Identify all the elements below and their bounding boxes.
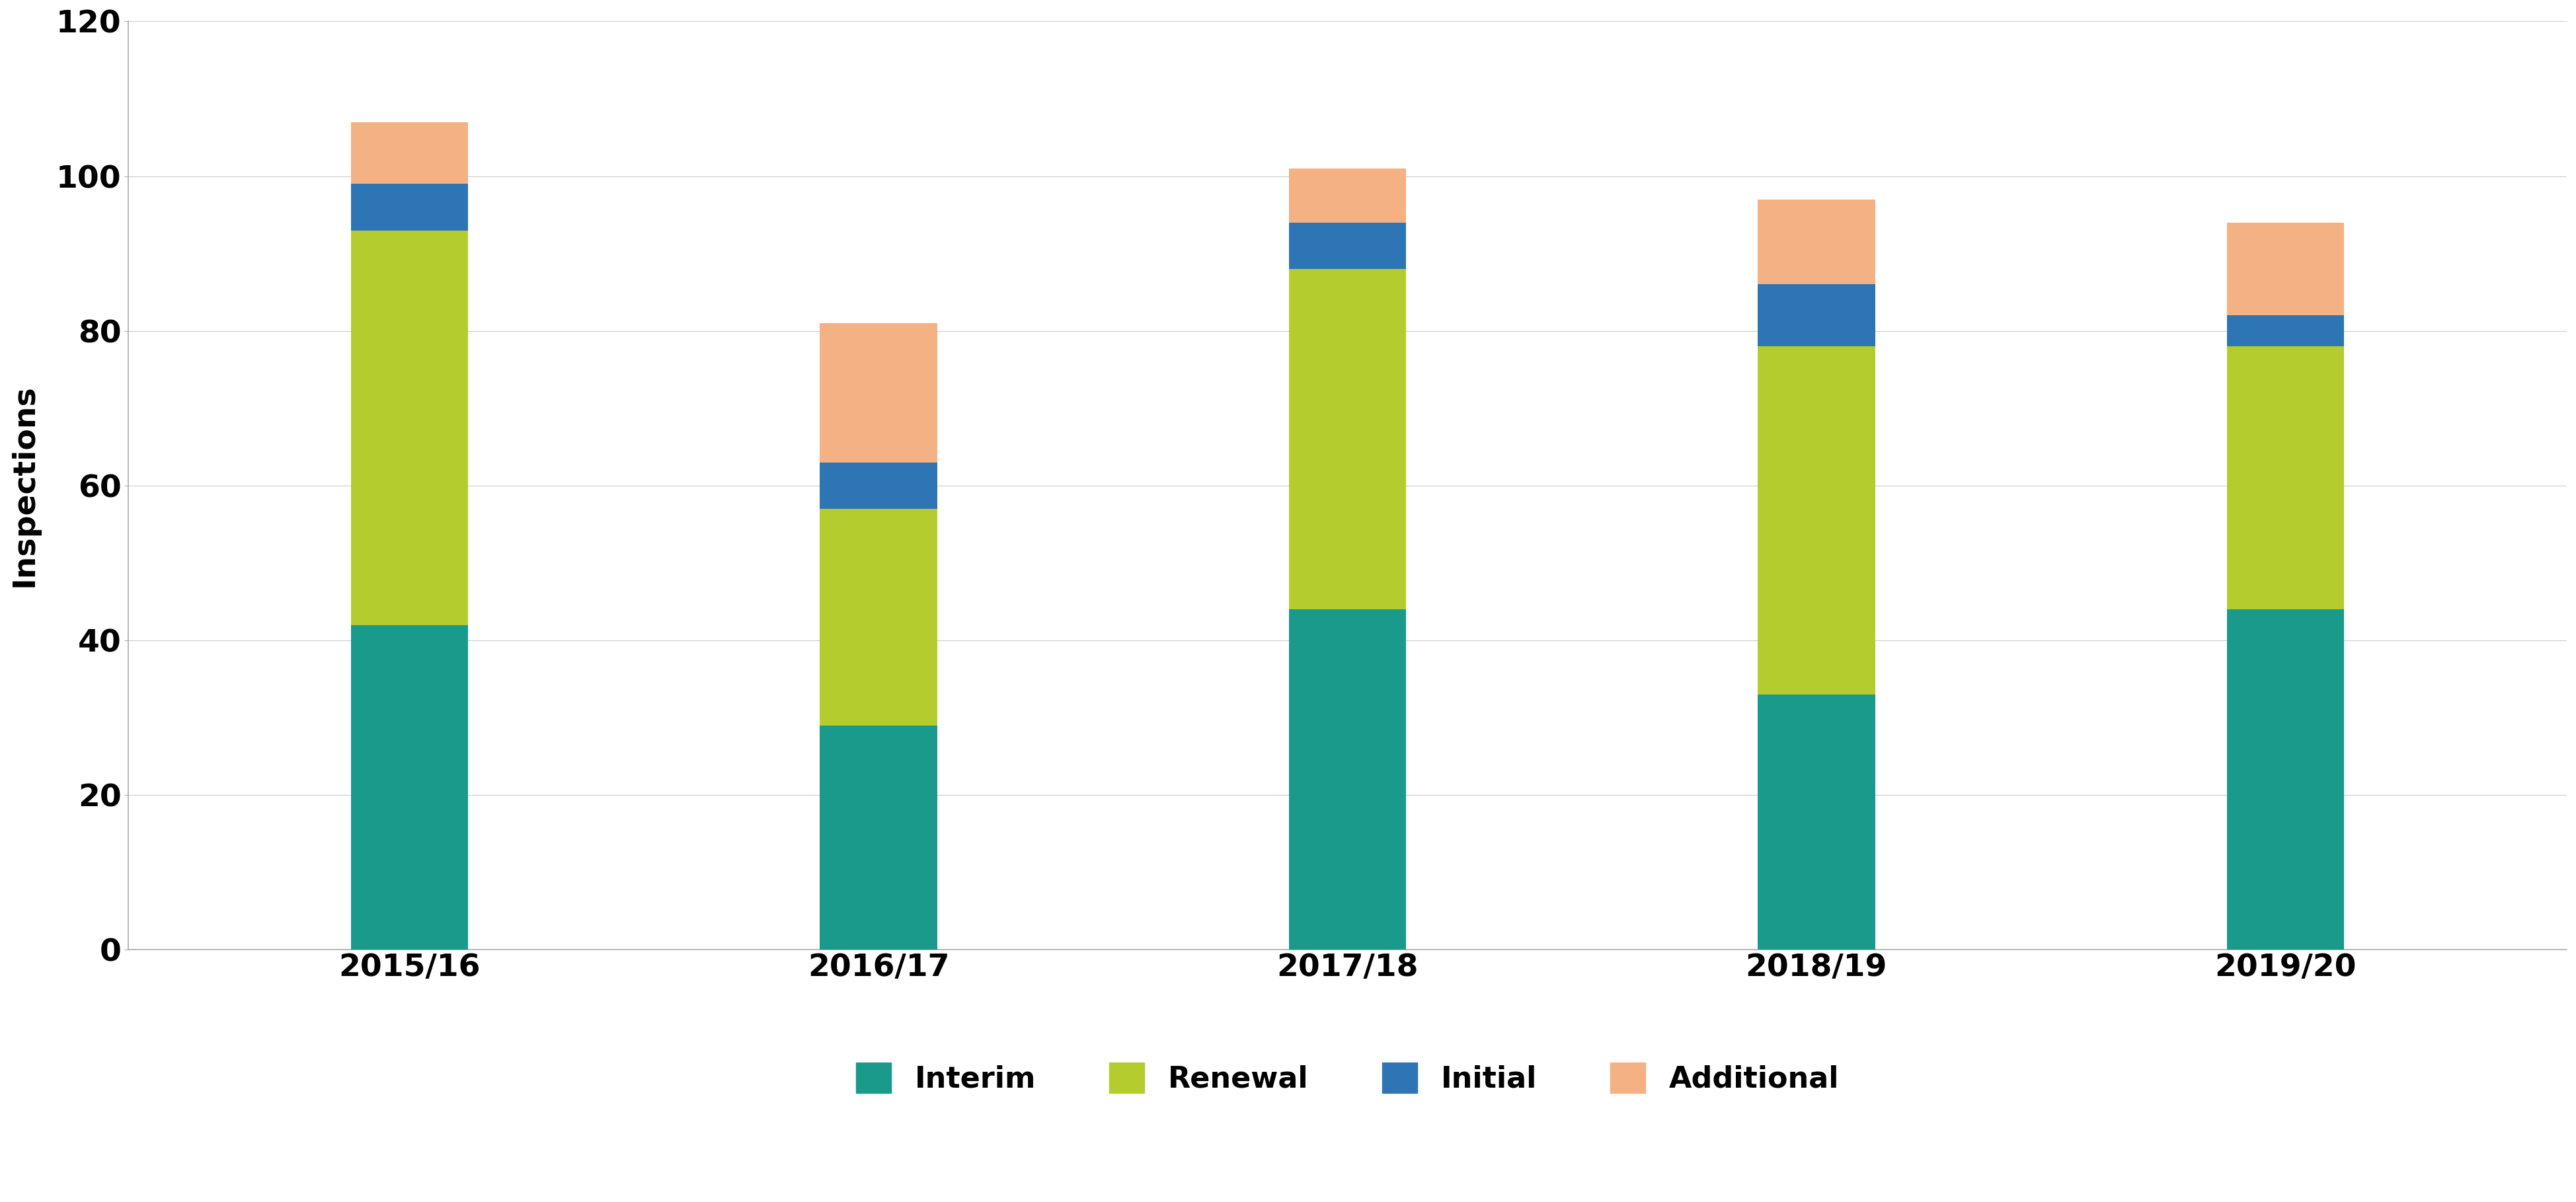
Bar [1288,168,1406,222]
Bar [1757,695,1875,950]
Legend: Interim, Renewal, Initial, Additional: Interim, Renewal, Initial, Additional [840,1048,1855,1108]
Bar [350,625,469,950]
Bar [1757,346,1875,695]
Bar [1288,222,1406,269]
Bar [1288,269,1406,609]
Bar [1757,285,1875,346]
Bar [819,463,938,508]
Bar [2226,346,2344,609]
Bar [1288,609,1406,950]
Bar [1757,200,1875,285]
Bar [819,323,938,463]
Bar [2226,609,2344,950]
Bar [819,725,938,950]
Bar [2226,222,2344,315]
Bar [350,231,469,625]
Bar [350,123,469,184]
Bar [2226,315,2344,346]
Bar [350,184,469,231]
Y-axis label: Inspections: Inspections [10,385,39,587]
Bar [819,508,938,725]
